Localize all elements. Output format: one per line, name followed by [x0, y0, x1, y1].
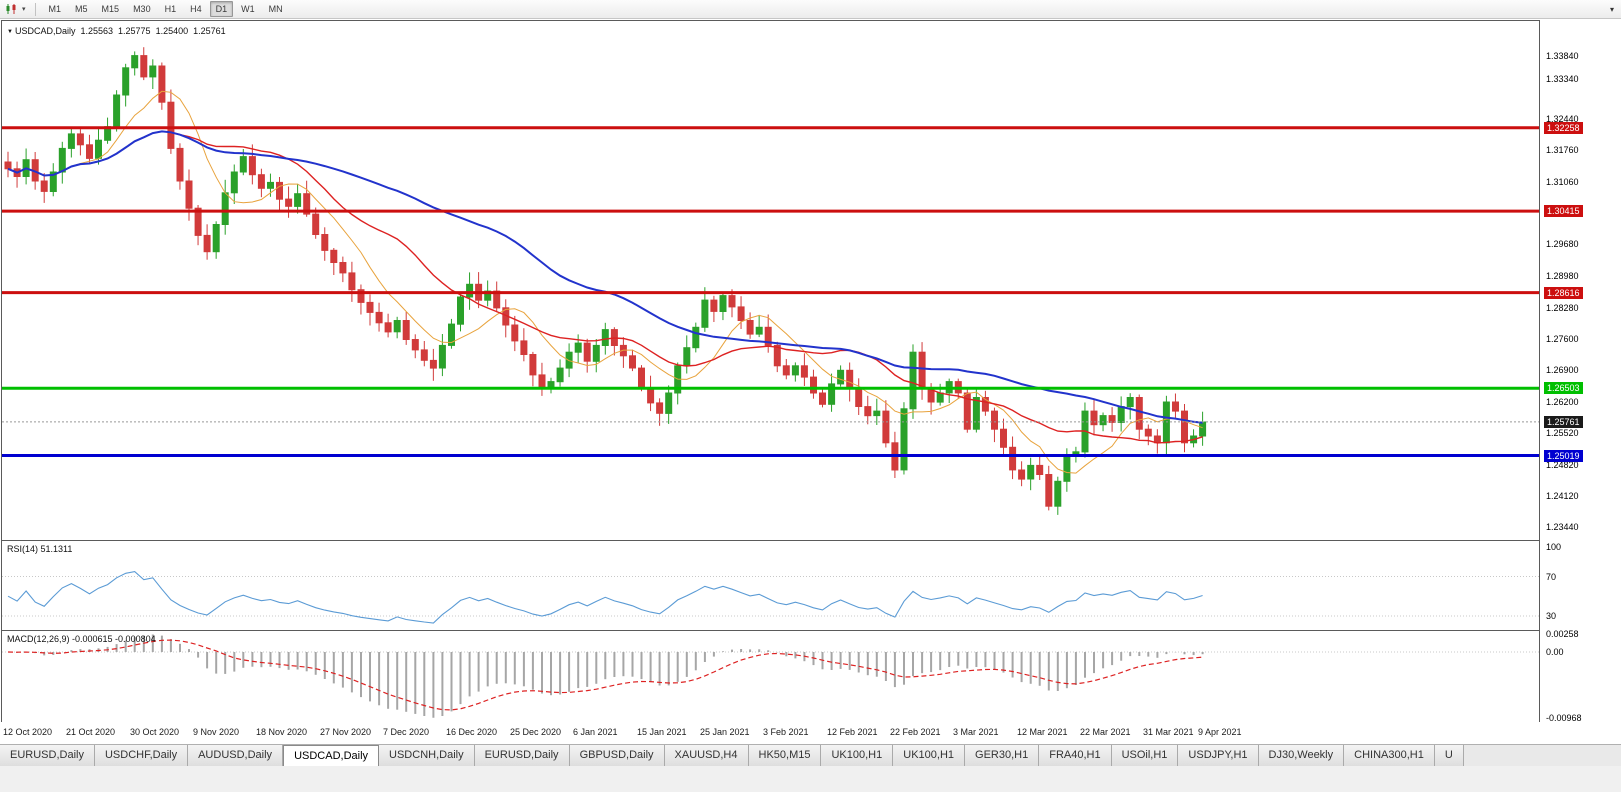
chart-tab-usdcad-daily[interactable]: USDCAD,Daily — [283, 745, 380, 766]
current-price-tag: 1.25761 — [1544, 416, 1583, 428]
rsi-axis-label: 100 — [1546, 542, 1562, 552]
level-price-tag: 1.28616 — [1544, 287, 1583, 299]
chart-tab-uk100-h1[interactable]: UK100,H1 — [821, 745, 894, 766]
price-tick: 1.29680 — [1546, 239, 1579, 249]
date-label: 9 Nov 2020 — [193, 727, 240, 737]
price-axis[interactable]: 1.33840 1.33340 1.32440 1.31760 1.31060 1.296… — [1541, 19, 1621, 744]
date-label: 9 Apr 2021 — [1198, 727, 1242, 737]
macd-axis-label: -0.00968 — [1546, 713, 1582, 723]
price-tick: 1.24120 — [1546, 491, 1579, 501]
price-tick: 1.23440 — [1546, 522, 1579, 532]
date-label: 25 Dec 2020 — [510, 727, 562, 737]
price-tick: 1.25520 — [1546, 428, 1579, 438]
date-label: 27 Nov 2020 — [320, 727, 372, 737]
rsi-axis-label: 70 — [1546, 572, 1557, 582]
ohlc-high: 1.25775 — [118, 26, 151, 36]
timeframe-button-mn[interactable]: MN — [268, 4, 283, 14]
ohlc-open: 1.25563 — [80, 26, 114, 36]
chart-type-dropdown-icon[interactable]: ▾ — [22, 6, 26, 13]
price-tick: 1.32440 — [1546, 114, 1579, 124]
date-label: 18 Nov 2020 — [256, 727, 308, 737]
date-label: 12 Mar 2021 — [1017, 727, 1068, 737]
ohlc-low: 1.25400 — [155, 26, 189, 36]
price-tick: 1.33340 — [1546, 74, 1579, 84]
date-label: 15 Jan 2021 — [637, 727, 687, 737]
price-tick: 1.26900 — [1546, 365, 1579, 375]
toolbar-overflow-icon[interactable]: ▾ — [1609, 4, 1614, 14]
timeframe-button-m15[interactable]: M15 — [101, 4, 120, 14]
level-price-tag: 1.26503 — [1544, 382, 1583, 394]
chart-tab-hk50-m15[interactable]: HK50,M15 — [748, 745, 822, 766]
chart-type-icon[interactable] — [4, 2, 18, 16]
date-label: 12 Feb 2021 — [827, 727, 878, 737]
rsi-indicator-label: RSI(14) 51.1311 — [7, 544, 73, 554]
toolbar-separator — [34, 2, 36, 16]
chart-window: ▼ USDCAD,Daily 1.25563 1.25775 1.25400 1.2576… — [0, 19, 1621, 744]
chart-tab-fra40-h1[interactable]: FRA40,H1 — [1039, 745, 1112, 766]
date-axis[interactable]: 12 Oct 2020 21 Oct 2020 30 Oct 2020 9 Nov 2… — [0, 722, 1540, 742]
timeframe-button-w1[interactable]: W1 — [241, 4, 255, 14]
price-tick: 1.28980 — [1546, 271, 1579, 281]
rsi-axis-label: 30 — [1546, 611, 1557, 621]
timeframe-toolbar: M1 M5 M15 M30 H1 H4 D1 W1 MN — [43, 1, 289, 17]
date-label: 21 Oct 2020 — [66, 727, 116, 737]
date-label: 22 Feb 2021 — [890, 727, 941, 737]
price-tick: 1.26200 — [1546, 397, 1579, 407]
top-toolbar: ▾ M1 M5 M15 M30 H1 H4 D1 W1 MN ▾ — [0, 0, 1621, 19]
price-tick: 1.27600 — [1546, 334, 1579, 344]
price-tick: 1.31760 — [1546, 145, 1579, 155]
chart-symbol-label: USDCAD,Daily — [14, 26, 76, 36]
chart-tab-dj30-weekly[interactable]: DJ30,Weekly — [1258, 745, 1345, 766]
chart-tab-u[interactable]: U — [1434, 745, 1464, 766]
main-chart-canvas[interactable] — [2, 21, 1539, 540]
rsi-chart-canvas[interactable] — [2, 541, 1539, 630]
timeframe-button-m30[interactable]: M30 — [133, 4, 151, 14]
timeframe-button-d1[interactable]: D1 — [209, 1, 234, 17]
chart-tab-xauusd-h4[interactable]: XAUUSD,H4 — [664, 745, 749, 766]
date-label: 6 Jan 2021 — [573, 727, 618, 737]
price-tick: 1.31060 — [1546, 177, 1579, 187]
chart-tab-eurusd-daily[interactable]: EURUSD,Daily — [0, 745, 95, 766]
date-label: 31 Mar 2021 — [1143, 727, 1194, 737]
chart-tab-ger30-h1[interactable]: GER30,H1 — [965, 745, 1040, 766]
date-label: 12 Oct 2020 — [3, 727, 53, 737]
chart-tab-audusd-daily[interactable]: AUDUSD,Daily — [188, 745, 284, 766]
symbol-marker-icon: ▼ — [7, 29, 13, 35]
level-price-tag: 1.30415 — [1544, 205, 1583, 217]
macd-indicator-label: MACD(12,26,9) -0.000615 -0.000804 — [7, 634, 156, 644]
date-label: 25 Jan 2021 — [700, 727, 750, 737]
chart-title: ▼ USDCAD,Daily 1.25563 1.25775 1.25400 1.2576… — [7, 26, 231, 36]
chart-tab-bar: EURUSD,Daily USDCHF,Daily AUDUSD,Daily USDC… — [0, 744, 1621, 766]
date-label: 30 Oct 2020 — [130, 727, 180, 737]
chart-tab-usoil-h1[interactable]: USOil,H1 — [1111, 745, 1179, 766]
ohlc-close: 1.25761 — [193, 26, 226, 36]
price-tick: 1.33840 — [1546, 51, 1579, 61]
price-tick: 1.28280 — [1546, 303, 1579, 313]
timeframe-button-m5[interactable]: M5 — [75, 4, 88, 14]
chart-tab-usdchf-daily[interactable]: USDCHF,Daily — [94, 745, 189, 766]
chart-tab-gbpusd-daily[interactable]: GBPUSD,Daily — [569, 745, 665, 766]
timeframe-button-h4[interactable]: H4 — [190, 4, 202, 14]
level-price-tag: 1.32258 — [1544, 122, 1583, 134]
chart-tab-usdjpy-h1[interactable]: USDJPY,H1 — [1178, 745, 1259, 766]
date-label: 7 Dec 2020 — [383, 727, 430, 737]
timeframe-button-h1[interactable]: H1 — [164, 4, 177, 14]
panel-splitter-rsi[interactable] — [1, 540, 1540, 541]
chart-tab-eurusd-daily[interactable]: EURUSD,Daily — [474, 745, 570, 766]
panel-splitter-macd[interactable] — [1, 630, 1540, 631]
timeframe-button-m1[interactable]: M1 — [48, 4, 62, 14]
chart-tab-china300-h1[interactable]: CHINA300,H1 — [1344, 745, 1435, 766]
date-label: 3 Mar 2021 — [953, 727, 999, 737]
level-price-tag: 1.25019 — [1544, 450, 1583, 462]
date-label: 22 Mar 2021 — [1080, 727, 1131, 737]
macd-chart-canvas[interactable] — [2, 631, 1539, 722]
chart-tab-uk100-h1[interactable]: UK100,H1 — [893, 745, 966, 766]
price-tick: 1.24820 — [1546, 460, 1579, 470]
chart-tab-usdcnh-daily[interactable]: USDCNH,Daily — [379, 745, 475, 766]
date-label: 16 Dec 2020 — [446, 727, 498, 737]
macd-axis-label: 0.00258 — [1546, 629, 1579, 639]
date-label: 3 Feb 2021 — [763, 727, 809, 737]
macd-axis-label: 0.00 — [1546, 647, 1564, 657]
candlestick-glyph — [6, 4, 16, 14]
